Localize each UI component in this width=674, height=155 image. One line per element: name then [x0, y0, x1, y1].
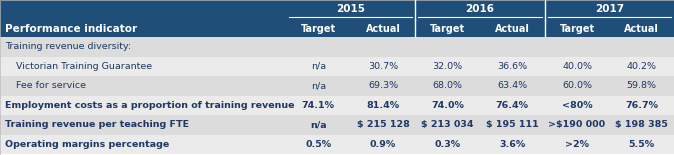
- Text: 3.6%: 3.6%: [499, 140, 526, 149]
- Text: Target: Target: [301, 24, 336, 33]
- Text: 68.0%: 68.0%: [433, 81, 462, 90]
- Text: 0.9%: 0.9%: [370, 140, 396, 149]
- Bar: [0, 95, 674, 115]
- Text: 32.0%: 32.0%: [433, 62, 463, 71]
- Text: 40.0%: 40.0%: [562, 62, 592, 71]
- Text: 63.4%: 63.4%: [497, 81, 527, 90]
- Text: $ 213 034: $ 213 034: [421, 120, 474, 129]
- Text: 74.0%: 74.0%: [431, 101, 464, 110]
- Bar: [286, 20, 350, 37]
- Text: >2%: >2%: [565, 140, 589, 149]
- Text: Target: Target: [559, 24, 594, 33]
- Text: 2015: 2015: [336, 4, 365, 13]
- Text: 76.4%: 76.4%: [496, 101, 529, 110]
- Text: $ 215 128: $ 215 128: [357, 120, 409, 129]
- Text: n/a: n/a: [311, 81, 326, 90]
- Text: Operating margins percentage: Operating margins percentage: [5, 140, 169, 149]
- Text: 74.1%: 74.1%: [302, 101, 335, 110]
- Text: 40.2%: 40.2%: [627, 62, 656, 71]
- Text: 76.7%: 76.7%: [625, 101, 658, 110]
- Bar: [0, 135, 674, 154]
- Bar: [0, 20, 286, 37]
- Text: Actual: Actual: [624, 24, 659, 33]
- Text: n/a: n/a: [311, 62, 326, 71]
- Text: <80%: <80%: [561, 101, 592, 110]
- Bar: [350, 20, 415, 37]
- Text: 2016: 2016: [466, 4, 495, 13]
- Text: 2017: 2017: [594, 4, 624, 13]
- Bar: [286, 0, 415, 20]
- Text: Fee for service: Fee for service: [16, 81, 86, 90]
- Text: 0.3%: 0.3%: [435, 140, 461, 149]
- Text: 81.4%: 81.4%: [367, 101, 400, 110]
- Text: Target: Target: [430, 24, 465, 33]
- Bar: [0, 115, 674, 135]
- Text: Employment costs as a proportion of training revenue: Employment costs as a proportion of trai…: [5, 101, 295, 110]
- Text: 30.7%: 30.7%: [368, 62, 398, 71]
- Text: $ 198 385: $ 198 385: [615, 120, 668, 129]
- Text: Performance indicator: Performance indicator: [5, 24, 137, 33]
- Bar: [0, 37, 674, 57]
- Bar: [609, 20, 674, 37]
- Text: >$190 000: >$190 000: [549, 120, 605, 129]
- Text: 36.6%: 36.6%: [497, 62, 527, 71]
- Text: Training revenue per teaching FTE: Training revenue per teaching FTE: [5, 120, 189, 129]
- Text: 0.5%: 0.5%: [305, 140, 332, 149]
- Bar: [415, 0, 545, 20]
- Bar: [415, 20, 480, 37]
- Bar: [545, 20, 609, 37]
- Text: Training revenue diversity:: Training revenue diversity:: [5, 42, 131, 51]
- Text: Victorian Training Guarantee: Victorian Training Guarantee: [16, 62, 152, 71]
- Bar: [0, 57, 674, 76]
- Text: 69.3%: 69.3%: [368, 81, 398, 90]
- Text: 59.8%: 59.8%: [627, 81, 656, 90]
- Bar: [0, 0, 286, 20]
- Text: Actual: Actual: [365, 24, 400, 33]
- Text: 5.5%: 5.5%: [629, 140, 654, 149]
- Text: $ 195 111: $ 195 111: [486, 120, 539, 129]
- Bar: [480, 20, 545, 37]
- Text: 60.0%: 60.0%: [562, 81, 592, 90]
- Bar: [0, 76, 674, 95]
- Text: n/a: n/a: [310, 120, 327, 129]
- Text: Actual: Actual: [495, 24, 530, 33]
- Bar: [545, 0, 674, 20]
